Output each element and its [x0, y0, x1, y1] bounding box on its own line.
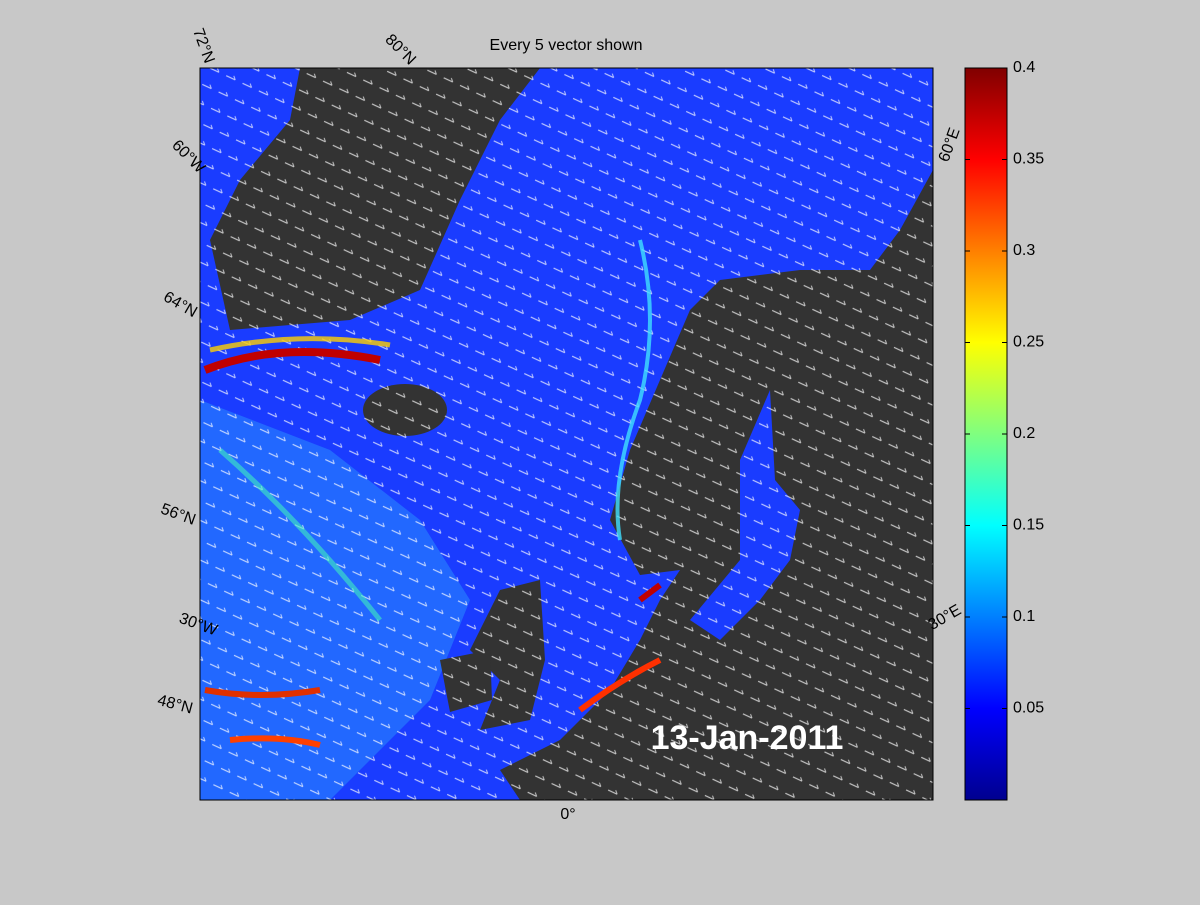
current-streak: [638, 582, 662, 603]
current-streak: [578, 657, 662, 713]
vector-field: [200, 68, 933, 800]
current-streak: [203, 348, 381, 374]
colorbar-tick-label: 0.4: [1013, 59, 1035, 76]
current-streak: [204, 687, 321, 698]
current-streak: [615, 239, 652, 541]
map-frame: [199, 67, 934, 801]
grid-label: 56°N: [158, 501, 197, 529]
grid-label: 80°N: [382, 31, 419, 68]
grid-label: 60°E: [936, 126, 964, 165]
map: 13-Jan-2011: [200, 68, 933, 800]
colorbar-tick-label: 0.1: [1013, 608, 1035, 625]
colorbar-tick-label: 0.15: [1013, 517, 1044, 534]
grid-label: 64°N: [160, 288, 199, 321]
current-streak: [229, 735, 321, 748]
date-label: 13-Jan-2011: [651, 719, 844, 757]
colorbar-tick-label: 0.2: [1013, 425, 1035, 442]
title: Every 5 vector shown: [490, 37, 643, 54]
grid-label: 48°N: [156, 692, 195, 718]
grid-label: 0°: [560, 806, 575, 823]
colorbar-tick-label: 0.3: [1013, 242, 1035, 259]
colorbar-tick-label: 0.25: [1013, 334, 1044, 351]
grid-label: 72°N: [189, 26, 217, 65]
colorbar-tick-label: 0.05: [1013, 700, 1044, 717]
current-streak: [209, 336, 391, 353]
colorbar-tick-label: 0.35: [1013, 151, 1044, 168]
colorbar: [964, 67, 1008, 801]
current-streak: [218, 448, 382, 622]
